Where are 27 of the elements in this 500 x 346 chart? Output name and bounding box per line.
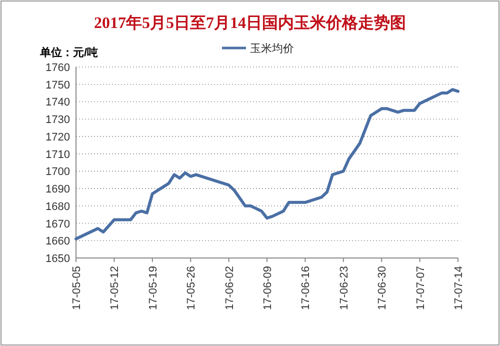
y-axis-title: 单位：元/吨 bbox=[39, 46, 98, 59]
x-tick-label: 17-06-02 bbox=[224, 266, 236, 310]
x-tick-label: 17-07-07 bbox=[414, 266, 427, 310]
y-tick-label: 1730 bbox=[46, 114, 70, 126]
y-tick-label: 1670 bbox=[46, 218, 70, 230]
x-tick-label: 17-05-12 bbox=[109, 266, 122, 310]
y-tick-label: 1710 bbox=[46, 148, 70, 161]
legend-label: 玉米均价 bbox=[250, 42, 294, 55]
x-tick-label: 17-05-05 bbox=[71, 266, 83, 310]
y-tick-label: 1700 bbox=[46, 166, 70, 178]
x-tick-label: 17-05-19 bbox=[147, 266, 160, 310]
y-tick-label: 1760 bbox=[46, 62, 70, 74]
y-tick-label: 1720 bbox=[46, 131, 70, 144]
x-tick-label: 17-06-30 bbox=[376, 266, 389, 310]
y-tick-label: 1650 bbox=[46, 253, 70, 265]
x-tick-label: 17-06-16 bbox=[300, 266, 312, 310]
y-tick-label: 1740 bbox=[46, 96, 70, 109]
y-tick-label: 1690 bbox=[46, 184, 70, 196]
y-tick-label: 1680 bbox=[46, 200, 70, 213]
x-tick-label: 17-06-23 bbox=[338, 266, 350, 310]
line-series bbox=[74, 88, 460, 240]
y-tick-label: 1660 bbox=[46, 236, 70, 248]
x-tick-label: 17-07-14 bbox=[453, 266, 465, 310]
x-tick-label: 17-05-26 bbox=[186, 266, 198, 310]
y-tick-label: 1750 bbox=[46, 79, 70, 92]
x-tick-label: 17-06-09 bbox=[262, 266, 274, 310]
chart-title: 2017年5月5日至7月14日国内玉米价格走势图 bbox=[94, 14, 406, 32]
